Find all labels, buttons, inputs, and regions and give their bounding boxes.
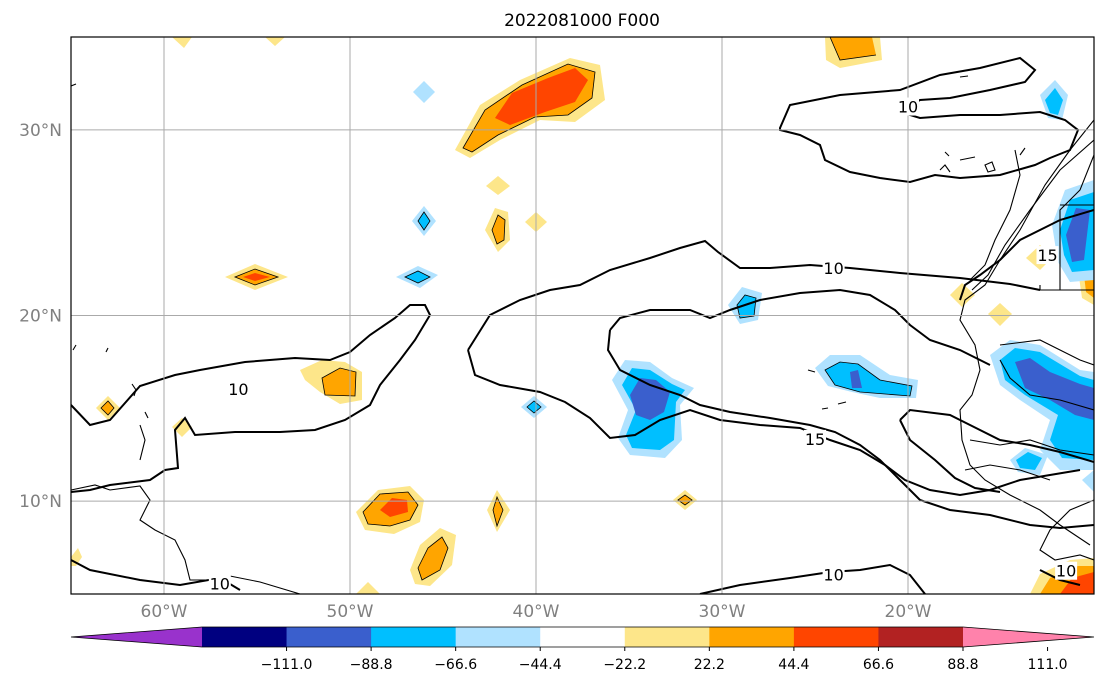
colorbar-tick-label: −88.8 (350, 657, 393, 673)
contour-label-bg (822, 565, 845, 584)
colorbar-outline (70, 626, 1095, 648)
longitude-tick-label: 20°W (885, 602, 932, 622)
colorbar-segment (286, 627, 372, 647)
longitude-tick-label: 40°W (513, 602, 560, 622)
colorbar-tick-label: 44.4 (778, 657, 809, 673)
contour-label-bg (1055, 561, 1078, 580)
longitude-tick-labels: 60°W 50°W 40°W 30°W 20°W (141, 602, 932, 622)
contour-label-bg (208, 574, 231, 593)
contour-label: 10 (898, 98, 918, 117)
latitude-tick-labels: 10°N 20°N 30°N (19, 121, 62, 512)
contour-label-bg (227, 379, 250, 398)
contour-label: 10 (823, 259, 843, 278)
colorbar-segment (793, 627, 879, 647)
colorbar-segment (371, 627, 457, 647)
colorbar-segment (624, 627, 710, 647)
coastlines (71, 75, 1094, 594)
colorbar-segment (202, 627, 288, 647)
contour-label-bg (804, 429, 826, 448)
colorbar-tick-label: −22.2 (603, 657, 646, 673)
contour-label: 10 (228, 380, 248, 399)
positive-anomaly-fill (71, 37, 1094, 594)
contour-label-bg (897, 97, 919, 116)
grid-lines (71, 37, 1094, 594)
colorbar-segment (709, 627, 795, 647)
map-title: 2022081000 F000 (504, 11, 660, 31)
contour-label-bg (822, 259, 845, 278)
latitude-tick-label: 30°N (19, 121, 62, 141)
colorbar-tick-label: 22.2 (694, 657, 725, 673)
longitude-tick-label: 60°W (141, 602, 188, 622)
contour-label: 10 (1056, 562, 1076, 581)
colorbar-extend-low (71, 627, 202, 647)
colorbar-tick-label: 111.0 (1028, 657, 1068, 673)
colorbar-segment (878, 627, 964, 647)
colorbar-tick-label: 88.8 (947, 657, 978, 673)
contour-label: 10 (823, 565, 843, 584)
longitude-tick-label: 50°W (327, 602, 374, 622)
negative-anomaly-fill (396, 80, 1094, 492)
latitude-tick-label: 10°N (19, 492, 62, 512)
contour-label: 10 (210, 575, 230, 594)
colorbar-extend-high (963, 627, 1094, 647)
contour-labels: 10 10 15 10 15 10 10 10 (208, 97, 1078, 594)
contour-label: 15 (805, 430, 825, 449)
contour-label-bg (1036, 246, 1059, 265)
colorbar-segment (540, 627, 626, 647)
colorbar: −111.0 −88.8 −66.6 −44.4 −22.2 22.2 44.4 66.6 88… (70, 626, 1095, 673)
colorbar-tick-label: −66.6 (434, 657, 477, 673)
latitude-tick-label: 20°N (19, 307, 62, 327)
longitude-tick-label: 30°W (699, 602, 746, 622)
contour-label: 15 (1037, 246, 1057, 265)
colorbar-tick-label: −111.0 (261, 657, 313, 673)
plot-frame (70, 36, 1095, 595)
colorbar-segment (455, 627, 541, 647)
anomaly-outlines (100, 37, 913, 581)
colorbar-tick-label: −44.4 (519, 657, 562, 673)
colorbar-tick-label: 66.6 (863, 657, 894, 673)
